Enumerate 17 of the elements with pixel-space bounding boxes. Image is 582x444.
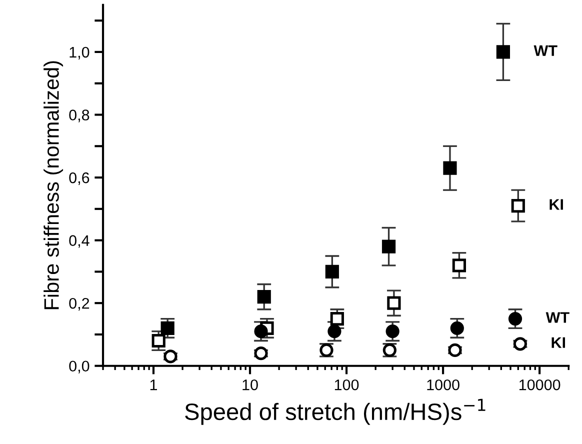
y-tick-label: 0,8 [69,110,90,122]
y-tick-label: 0,6 [69,172,90,186]
x-tick-label: 1 [150,380,157,390]
series-label: KI [550,199,563,210]
y-tick-label: 0,4 [69,235,90,248]
x-tick-label: 1000 [427,379,460,390]
y-tick-label: 0,0 [69,360,90,374]
series-label: WT [534,45,558,56]
series-label: WT [546,312,570,323]
x-axis-title: Speed of stretch (nm/HS)s$^{−1}$ [185,398,486,425]
y-tick-label: 1,0 [70,46,90,60]
x-tick-label: 10 [242,379,258,390]
x-tick-label: 10000 [519,379,560,390]
series-label: KI [552,337,566,348]
y-axis-title: Fibre stiffness (normalized) [44,61,64,310]
y-tick-label: 0,2 [69,298,90,311]
x-tick-label: 100 [334,379,359,390]
